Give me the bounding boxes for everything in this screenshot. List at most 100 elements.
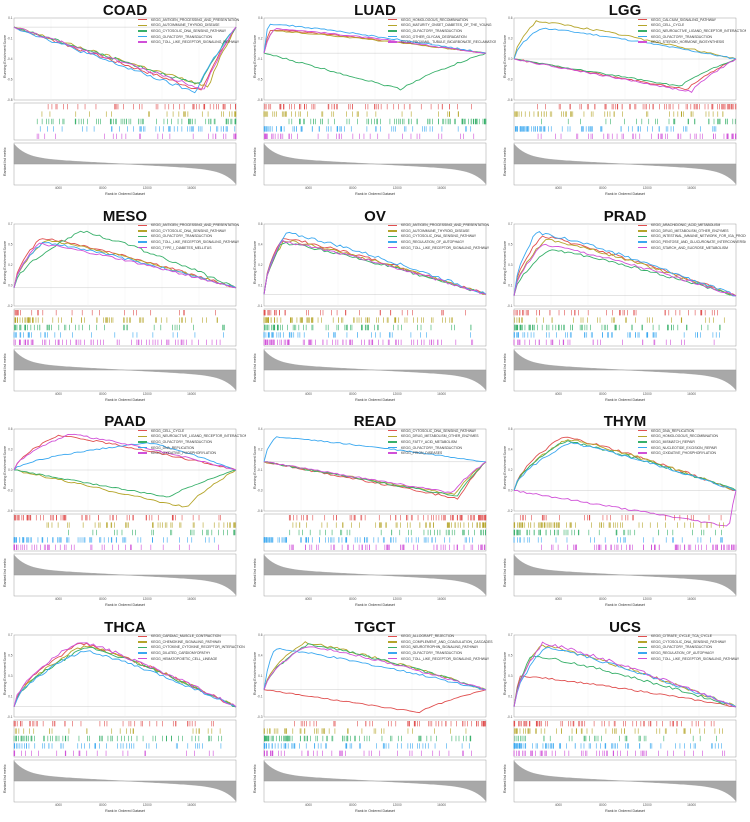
legend-item: KEGG_FATTY_ACID_METABOLISM [388, 439, 496, 445]
legend-label: KEGG_DNA_REPLICATION [151, 445, 195, 450]
legend-label: KEGG_REGULATION_OF_AUTOPHAGY [651, 651, 715, 656]
legend-label: KEGG_CARDIAC_MUSCLE_CONTRACTION [151, 634, 221, 639]
y-tick-label: 0.6 [258, 16, 263, 20]
legend-item: KEGG_CITRATE_CYCLE_TCA_CYCLE [638, 634, 746, 640]
legend-item: KEGG_DNA_REPLICATION [138, 445, 246, 451]
y-axis-label-es: Running Enrichment Score [503, 651, 507, 695]
gsea-panel-prad: -0.1 0.1 0.3 0.5 0.7 4000 8000 12000 16000 PRAD KE… [500, 206, 750, 412]
legend-item: KEGG_MISMATCH_REPAIR [638, 439, 746, 445]
legend-swatch [638, 446, 647, 449]
legend-label: KEGG_CALCIUM_SIGNALING_PATHWAY [651, 17, 717, 22]
legend-item: KEGG_NEUROTROPHIN_SIGNALING_PATHWAY [388, 645, 496, 651]
legend-swatch [138, 235, 147, 238]
y-axis-label-rank: Ranked list metric [3, 558, 7, 587]
legend-swatch [138, 35, 147, 38]
legend-label: KEGG_CYTOSOLIC_DNA_SENSING_PATHWAY [151, 28, 227, 33]
legend-swatch [638, 224, 647, 226]
y-tick-label: 0.5 [8, 653, 13, 657]
legend-item: KEGG_CYTOSOLIC_DNA_SENSING_PATHWAY [388, 428, 496, 434]
legend-item: KEGG_MATURITY_ONSET_DIABETES_OF_THE_YOUN… [388, 23, 496, 29]
y-axis-label-es: Running Enrichment Score [253, 240, 257, 284]
x-axis-label: Rank in Ordered Dataset [355, 192, 395, 196]
legend-swatch [388, 235, 397, 238]
y-tick-label: 0.6 [508, 427, 513, 431]
y-tick-label: -0.2 [507, 509, 513, 513]
hits-axes-frame [263, 719, 487, 757]
legend-swatch [138, 652, 147, 654]
y-tick-label: -0.3 [7, 489, 13, 493]
es-curve-5 [513, 243, 737, 296]
legend-label: KEGG_AUTOIMMUNE_THYROID_DISEASE [151, 23, 220, 28]
y-tick-label: -0.1 [257, 304, 263, 308]
legend-label: KEGG_OXIDATIVE_PHOSPHORYLATION [151, 451, 217, 456]
y-tick-label: -0.1 [7, 715, 13, 719]
es-curve-4 [263, 231, 487, 295]
legend-swatch [638, 657, 647, 660]
legend-item: KEGG_OLFACTORY_TRANSDUCTION [388, 445, 496, 451]
es-curve-5 [263, 645, 487, 690]
x-tick-label: 8000 [99, 392, 106, 396]
legend-label: KEGG_TYPE_I_DIABETES_MELLITUS [151, 245, 212, 250]
legend-label: KEGG_TOLL_LIKE_RECEPTOR_SIGNALING_PATHWA… [151, 240, 240, 245]
panel-title: OV [364, 207, 386, 225]
x-tick-label: 12000 [393, 186, 402, 190]
legend-item: KEGG_NUCLEOTIDE_EXCISION_REPAIR [638, 445, 746, 451]
legend-item: KEGG_DNA_REPLICATION [638, 428, 746, 434]
x-tick-label: 12000 [643, 186, 652, 190]
x-tick-label: 8000 [349, 803, 356, 807]
legend: KEGG_CELL_CYCLE KEGG_NEUROACTIVE_LIGAND_R… [138, 428, 246, 456]
panel-title: PAAD [104, 413, 146, 430]
legend: KEGG_CYTOSOLIC_DNA_SENSING_PATHWAY KEGG_D… [388, 428, 496, 456]
x-tick-label: 16000 [187, 597, 196, 601]
legend-label: KEGG_DILATED_CARDIOMYOPATHY [151, 651, 211, 656]
legend-swatch [638, 435, 647, 438]
legend-item: KEGG_TOLL_LIKE_RECEPTOR_SIGNALING_PATHWA… [388, 245, 496, 251]
legend-item: KEGG_CELL_CYCLE [138, 428, 246, 434]
x-tick-label: 4000 [305, 186, 312, 190]
y-axis-label-es: Running Enrichment Score [3, 240, 7, 284]
y-axis-label-es: Running Enrichment Score [3, 651, 7, 695]
x-tick-label: 8000 [99, 803, 106, 807]
panel-title: MESO [102, 207, 148, 225]
legend-label: KEGG_PROXIMAL_TUBULE_BICARBONATE_RECLAMA… [401, 40, 496, 45]
x-axis-label: Rank in Ordered Dataset [605, 603, 645, 607]
gsea-panel-meso: -0.2 0.0 0.2 0.5 0.7 4000 8000 12000 16000 MESO KE… [0, 206, 250, 412]
legend-item: KEGG_CARDIAC_MUSCLE_CONTRACTION [138, 634, 246, 640]
legend-item: KEGG_ANTIGEN_PROCESSING_AND_PRESENTATION [138, 223, 246, 229]
legend-item: KEGG_OXIDATIVE_PHOSPHORYLATION [638, 450, 746, 456]
legend-swatch [138, 452, 147, 454]
y-tick-label: -0.3 [257, 715, 263, 719]
legend-label: KEGG_OLFACTORY_TRANSDUCTION [151, 439, 212, 444]
y-tick-label: 0.2 [508, 468, 513, 472]
legend-label: KEGG_ANTIGEN_PROCESSING_AND_PRESENTATION [151, 223, 240, 228]
legend-label: KEGG_OLFACTORY_TRANSDUCTION [151, 234, 212, 239]
legend-swatch [138, 246, 147, 249]
legend-swatch [638, 30, 647, 32]
legend-label: KEGG_OTHER_GLYCAN_DEGRADATION [401, 34, 467, 39]
y-tick-label: 0.1 [8, 16, 13, 20]
legend-label: KEGG_HEMATOPOIETIC_CELL_LINEAGE [151, 656, 218, 661]
y-tick-label: 0.2 [258, 37, 263, 41]
legend-swatch [388, 24, 397, 27]
legend-label: KEGG_OLFACTORY_TRANSDUCTION [651, 34, 712, 39]
x-tick-label: 8000 [349, 186, 356, 190]
y-tick-label: 0.3 [508, 37, 513, 41]
x-tick-label: 16000 [437, 597, 446, 601]
x-tick-label: 16000 [187, 186, 196, 190]
legend-item: KEGG_OTHER_GLYCAN_DEGRADATION [388, 34, 496, 40]
y-tick-label: 0.7 [8, 222, 13, 226]
legend-swatch [138, 435, 147, 438]
legend-swatch [638, 24, 647, 27]
y-tick-label: -0.1 [257, 57, 263, 61]
es-curve-1 [513, 674, 737, 707]
legend-item: KEGG_TOLL_LIKE_RECEPTOR_SIGNALING_PATHWA… [138, 39, 246, 45]
y-tick-label: -0.6 [7, 509, 13, 513]
y-tick-label: -0.2 [7, 304, 13, 308]
gsea-plot-read: -0.6 -0.3 -0.1 0.2 0.4 4000 8000 12000 16000 [257, 427, 487, 601]
y-tick-label: -0.4 [7, 57, 13, 61]
y-tick-label: -0.1 [507, 715, 513, 719]
legend-label: KEGG_AUTOIMMUNE_THYROID_DISEASE [401, 228, 470, 233]
legend-item: KEGG_TOLL_LIKE_RECEPTOR_SIGNALING_PATHWA… [138, 239, 246, 245]
legend-label: KEGG_DRUG_METABOLISM_OTHER_ENZYMES [651, 228, 729, 233]
legend-label: KEGG_OLFACTORY_TRANSDUCTION [651, 645, 712, 650]
